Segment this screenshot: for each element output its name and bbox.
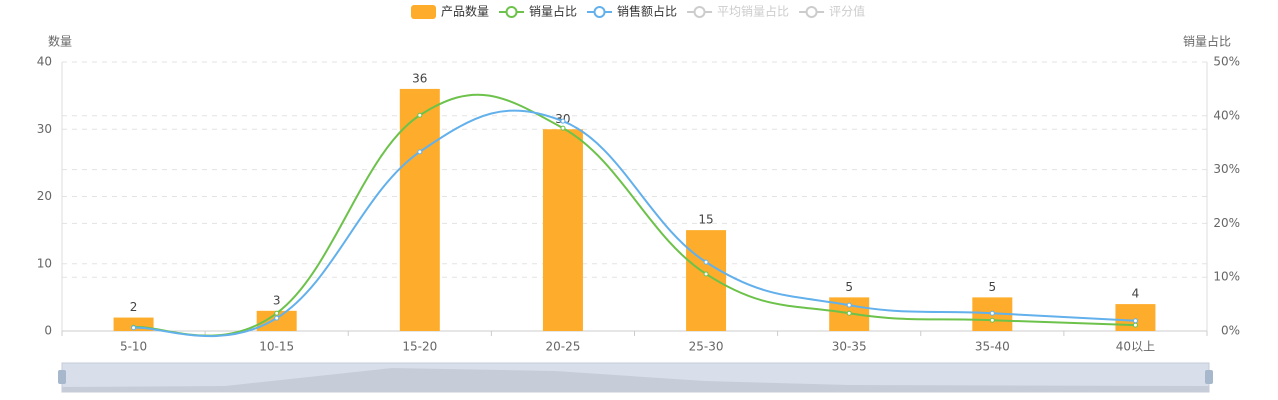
y-tick-label: 10 [37,256,52,270]
y-tick-label: 20 [37,189,52,203]
line-point [560,125,566,131]
line-point [417,149,423,155]
x-tick-label: 10-15 [259,340,294,354]
legend-label: 平均销量占比 [717,4,789,19]
bar-value-label: 5 [845,280,853,294]
bar [542,129,583,331]
line [133,93,1136,337]
y-tick-label: 40 [37,55,52,69]
legend-item[interactable]: 产品数量 [411,4,489,20]
legend-item[interactable]: 平均销量占比 [687,4,789,19]
x-tick-label: 30-35 [832,340,867,354]
line [133,109,1136,338]
legend-label: 销量占比 [529,4,577,19]
line-point [846,310,852,316]
zoom-shadow [62,368,1209,392]
legend-item[interactable]: 销量占比 [499,4,577,19]
legend-item[interactable]: 销售额占比 [587,4,677,19]
legend-icon [593,6,606,18]
bar-value-label: 15 [698,213,713,227]
bar [686,230,727,331]
bar-value-label: 2 [130,300,138,314]
legend-icon [411,5,436,19]
line-point [703,271,709,277]
legend-icon [505,6,518,18]
legend-icon [805,6,818,18]
bar [256,310,297,331]
x-tick-label: 35-40 [975,340,1010,354]
line-point [274,315,280,321]
line-point [417,112,423,118]
legend-label: 评分值 [829,4,865,19]
legend-label: 销售额占比 [617,4,677,19]
y2-tick-label: 50% [1213,55,1240,69]
line-point [560,118,566,124]
bar-value-label: 3 [273,293,281,307]
line-point [274,310,280,316]
zoom-handle[interactable] [1205,370,1213,384]
y2-tick-label: 0% [1221,324,1240,338]
bar [399,88,440,332]
legend-item[interactable]: 评分值 [799,4,865,19]
bar-value-label: 4 [1132,287,1140,301]
line-point [846,302,852,308]
line-point [989,310,995,316]
y2-tick-label: 10% [1213,270,1240,284]
legend-label: 产品数量 [441,4,489,19]
y2-tick-label: 30% [1213,162,1240,176]
x-tick-label: 25-30 [689,340,724,354]
bar-value-label: 36 [412,71,427,85]
line-point [131,325,137,331]
y2-axis-label: 销量占比 [1183,34,1231,49]
line-point [703,259,709,265]
line-point [1132,318,1138,324]
zoom-handle[interactable] [58,370,66,384]
x-tick-label: 40以上 [1116,340,1155,354]
x-tick-label: 20-25 [546,340,581,354]
bar-value-label: 5 [988,280,996,294]
y-axis-label: 数量 [48,34,72,49]
y-tick-label: 0 [44,324,52,338]
y2-tick-label: 20% [1213,216,1240,230]
x-tick-label: 5-10 [120,340,147,354]
x-tick-label: 15-20 [402,340,437,354]
line-point [989,317,995,323]
y2-tick-label: 40% [1213,108,1240,122]
legend-icon [693,6,706,18]
data-zoom[interactable] [58,362,1213,393]
y-tick-label: 30 [37,122,52,136]
line-point [1132,322,1138,328]
